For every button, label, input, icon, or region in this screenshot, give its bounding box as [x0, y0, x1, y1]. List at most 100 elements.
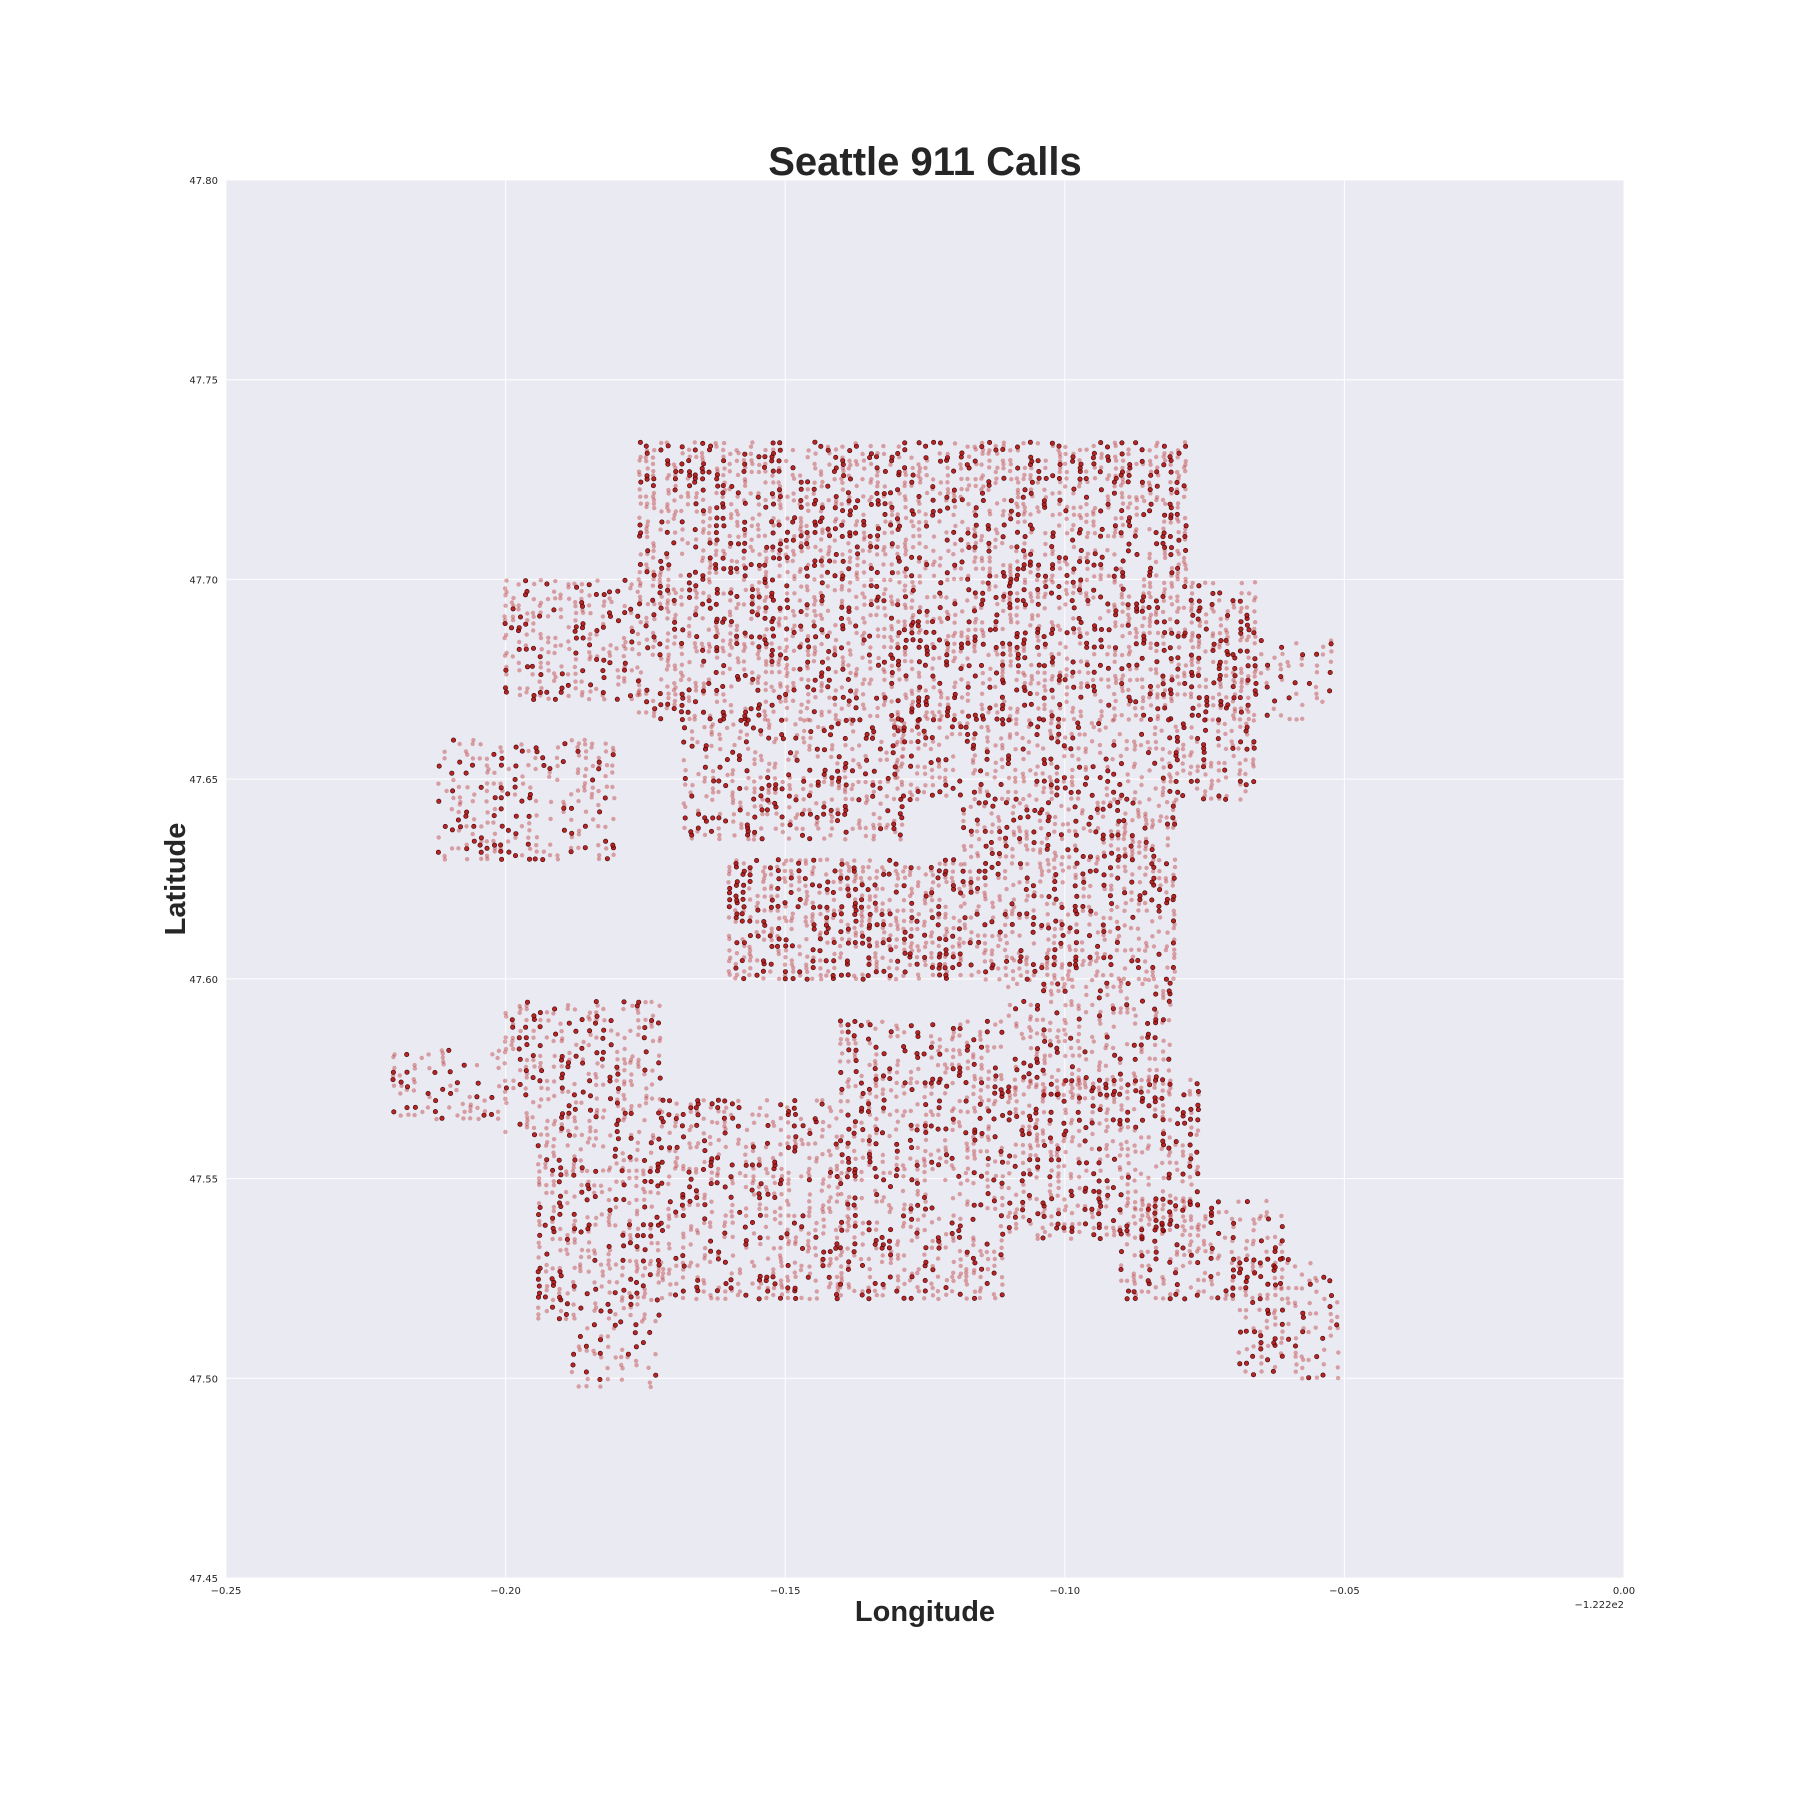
data-point — [1113, 475, 1119, 481]
data-point — [785, 516, 790, 521]
data-point — [998, 781, 1004, 787]
data-point — [1088, 908, 1094, 914]
data-point — [735, 519, 740, 525]
data-point — [538, 672, 544, 678]
data-point — [833, 465, 839, 471]
data-point — [651, 644, 656, 650]
data-point — [1294, 641, 1299, 646]
data-point — [545, 661, 551, 666]
data-point — [1056, 623, 1061, 628]
data-point — [1069, 731, 1074, 737]
data-point — [1153, 598, 1159, 604]
data-point — [798, 709, 803, 714]
data-point — [853, 930, 858, 935]
data-point — [561, 827, 567, 833]
data-point — [1097, 662, 1103, 668]
data-point — [916, 498, 921, 503]
data-point — [1025, 893, 1031, 898]
data-point — [665, 638, 670, 643]
data-point — [866, 955, 872, 961]
data-point — [1090, 455, 1096, 461]
data-point — [1125, 772, 1130, 777]
data-point — [1063, 444, 1068, 450]
data-point — [694, 454, 699, 460]
data-point — [1014, 529, 1020, 535]
data-point — [726, 915, 732, 920]
data-point — [930, 783, 936, 788]
data-point — [637, 601, 643, 607]
data-point — [827, 630, 832, 635]
data-point — [1074, 929, 1080, 935]
data-point — [847, 555, 853, 560]
data-point — [704, 754, 709, 759]
data-point — [664, 555, 670, 560]
data-point — [1182, 670, 1187, 676]
data-point — [1084, 534, 1090, 540]
data-point — [666, 695, 671, 701]
data-point — [1122, 864, 1128, 869]
data-point — [1078, 619, 1084, 625]
data-point — [1113, 566, 1119, 572]
data-point — [1238, 688, 1244, 694]
data-point — [739, 918, 745, 924]
data-point — [458, 799, 463, 805]
data-point — [789, 883, 794, 888]
data-point — [923, 872, 928, 877]
data-point — [797, 644, 803, 650]
data-point — [958, 537, 964, 543]
data-point — [706, 641, 712, 647]
data-point — [1072, 908, 1078, 914]
data-point — [975, 822, 981, 827]
data-point — [896, 667, 902, 672]
data-point — [976, 939, 982, 945]
data-point — [749, 680, 754, 686]
data-point — [756, 674, 761, 679]
data-point — [755, 652, 760, 657]
data-point — [1175, 598, 1180, 604]
data-point — [629, 582, 634, 587]
data-point — [1147, 508, 1153, 514]
data-point — [909, 455, 914, 460]
data-point — [963, 724, 969, 730]
data-point — [1161, 677, 1166, 682]
data-point — [1073, 954, 1079, 960]
data-point — [553, 643, 558, 649]
data-point — [727, 885, 733, 891]
data-point — [861, 458, 867, 463]
data-point — [943, 782, 949, 788]
data-point — [1069, 527, 1075, 532]
data-point — [775, 857, 781, 863]
data-point — [931, 685, 936, 690]
data-point — [782, 969, 788, 975]
data-point — [923, 559, 929, 565]
data-point — [853, 670, 859, 676]
data-point — [734, 605, 739, 611]
data-point — [839, 936, 845, 942]
data-point — [1155, 692, 1160, 697]
data-point — [504, 672, 509, 677]
data-point — [651, 612, 657, 618]
data-point — [975, 851, 980, 856]
data-point — [1030, 616, 1035, 621]
data-point — [972, 641, 977, 647]
data-point — [801, 718, 807, 723]
data-point — [901, 732, 906, 737]
data-point — [840, 465, 846, 471]
data-point — [917, 466, 923, 471]
data-point — [720, 490, 726, 496]
data-point — [755, 494, 761, 500]
data-point — [847, 476, 853, 482]
data-point — [816, 724, 821, 730]
data-point — [819, 684, 824, 689]
data-point — [1119, 761, 1125, 767]
data-point — [965, 526, 971, 532]
data-point — [1001, 440, 1007, 445]
data-point — [1080, 903, 1086, 909]
data-point — [615, 618, 621, 624]
data-point — [1190, 612, 1196, 618]
data-point — [784, 858, 789, 863]
data-point — [965, 721, 970, 726]
data-point — [777, 652, 783, 658]
data-point — [924, 644, 930, 650]
data-point — [852, 973, 857, 978]
